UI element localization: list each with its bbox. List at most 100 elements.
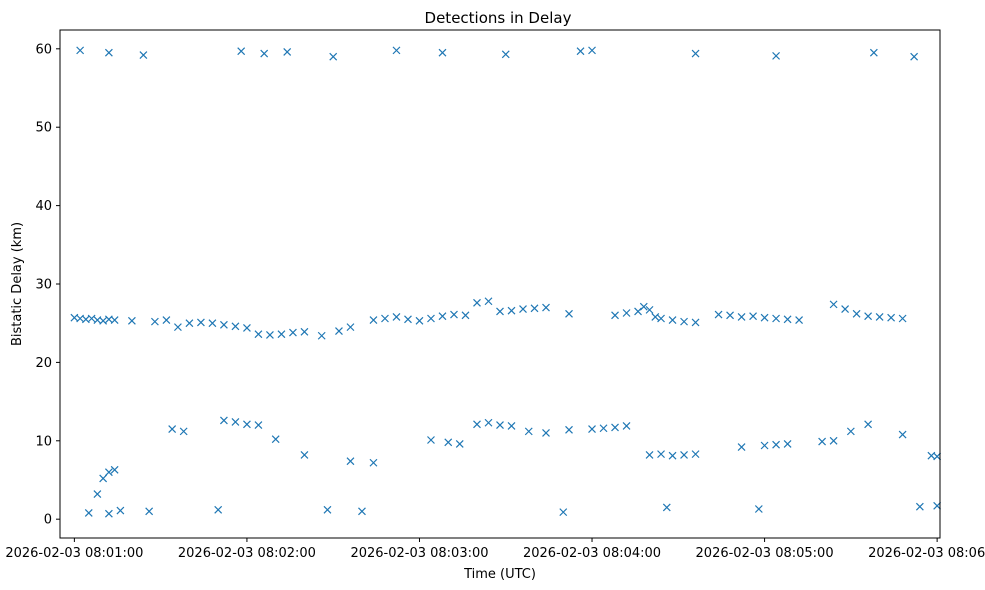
data-point xyxy=(145,507,154,516)
data-point xyxy=(116,506,125,515)
data-point xyxy=(795,316,804,324)
data-point xyxy=(829,436,838,445)
data-point xyxy=(910,52,919,61)
data-point xyxy=(289,328,297,337)
y-axis-label: Bistatic Delay (km) xyxy=(10,222,25,346)
data-point xyxy=(173,323,182,332)
data-point xyxy=(737,313,746,321)
data-point xyxy=(323,505,332,514)
data-point xyxy=(622,309,631,317)
data-point xyxy=(645,305,654,314)
data-point xyxy=(542,303,550,312)
data-point xyxy=(404,315,412,324)
data-point xyxy=(691,49,700,58)
data-point xyxy=(933,452,942,461)
data-point xyxy=(127,316,136,325)
data-point xyxy=(501,50,510,59)
data-point xyxy=(565,309,573,318)
data-point xyxy=(496,421,504,430)
data-point xyxy=(150,317,159,326)
data-point xyxy=(680,450,688,459)
data-point xyxy=(691,450,700,459)
data-point xyxy=(915,502,924,511)
data-point xyxy=(369,316,378,324)
data-point xyxy=(185,319,194,328)
data-point xyxy=(473,420,481,429)
data-point xyxy=(588,46,596,55)
data-point xyxy=(76,46,85,55)
x-tick-label: 2026-02-03 08:01:00 xyxy=(5,546,143,561)
data-point xyxy=(237,47,246,56)
data-point xyxy=(346,323,355,332)
data-point xyxy=(772,314,781,323)
data-point xyxy=(714,310,723,319)
data-point xyxy=(760,313,769,322)
data-point xyxy=(317,331,326,340)
data-point xyxy=(444,438,453,447)
y-tick-label: 50 xyxy=(35,121,52,136)
data-point xyxy=(254,421,263,430)
data-point xyxy=(852,309,861,318)
chart-title: Detections in Delay xyxy=(425,9,572,27)
data-point xyxy=(772,51,781,60)
data-point xyxy=(104,48,113,57)
data-point xyxy=(415,316,424,325)
data-point xyxy=(588,425,596,433)
data-point xyxy=(611,423,619,432)
data-point xyxy=(455,440,464,448)
data-point xyxy=(300,450,309,459)
x-tick-label: 2026-02-03 08:03:00 xyxy=(350,546,488,561)
data-point xyxy=(277,330,286,339)
data-point xyxy=(139,51,148,60)
data-point xyxy=(438,48,447,57)
data-point xyxy=(530,304,539,313)
data-points xyxy=(70,46,942,518)
data-point xyxy=(645,450,654,459)
data-point xyxy=(772,440,781,449)
data-point xyxy=(496,307,504,316)
data-point xyxy=(611,311,619,320)
data-point xyxy=(392,46,401,55)
data-point xyxy=(84,508,93,517)
data-point xyxy=(898,314,907,323)
data-point xyxy=(369,458,378,467)
data-point xyxy=(760,441,769,450)
data-point xyxy=(864,420,873,429)
data-point xyxy=(818,437,827,446)
data-point xyxy=(260,49,269,58)
data-point xyxy=(869,48,878,57)
data-point xyxy=(219,416,228,425)
data-point xyxy=(473,298,481,307)
data-point xyxy=(335,327,343,335)
data-point xyxy=(243,323,251,332)
data-point xyxy=(300,327,309,336)
data-point xyxy=(93,490,102,499)
data-point xyxy=(438,312,447,321)
data-point xyxy=(283,48,292,56)
data-point xyxy=(110,316,119,324)
data-point xyxy=(162,316,171,324)
data-point xyxy=(524,427,533,436)
data-point xyxy=(875,313,884,321)
data-point xyxy=(542,429,550,437)
data-point xyxy=(634,307,642,316)
data-point xyxy=(231,418,240,426)
data-point xyxy=(783,440,792,448)
data-point xyxy=(519,305,527,314)
data-point xyxy=(87,314,96,323)
data-point xyxy=(214,505,223,514)
data-point xyxy=(933,501,942,510)
data-point xyxy=(559,508,568,517)
data-point xyxy=(392,313,401,321)
data-point xyxy=(657,450,665,459)
data-point xyxy=(254,330,263,339)
data-point xyxy=(484,297,493,306)
data-point xyxy=(754,505,763,513)
data-point xyxy=(208,319,217,328)
data-point xyxy=(168,425,177,433)
data-point xyxy=(599,424,608,433)
data-point xyxy=(104,468,113,477)
data-point xyxy=(864,312,873,321)
